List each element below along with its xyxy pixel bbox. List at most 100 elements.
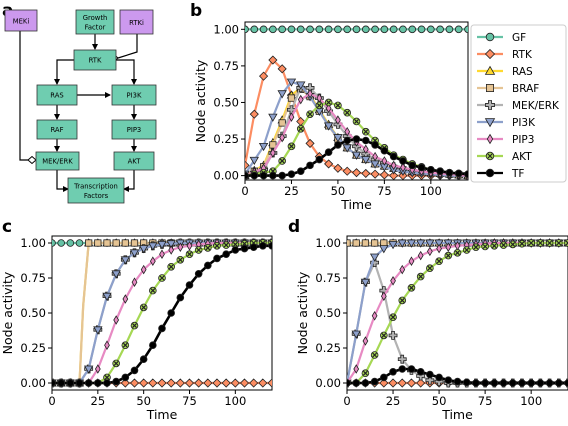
data-point-tf-c	[185, 281, 194, 289]
data-point-akt-d	[481, 242, 489, 251]
node-tf-label-2: Factors	[84, 192, 109, 200]
legend-label-pi3k: PI3K	[512, 117, 536, 129]
data-point-braf-d	[371, 239, 379, 247]
data-point-tf-c	[94, 379, 102, 387]
y-tick-label-b: 0.25	[213, 132, 239, 146]
data-point-tf-b	[324, 148, 333, 157]
legend-label-ras: RAS	[512, 66, 533, 78]
data-point-gf-b	[389, 25, 398, 34]
data-point-tf-c	[194, 269, 203, 278]
data-point-tf-d	[554, 379, 563, 387]
data-point-akt-b	[287, 142, 296, 151]
data-point-pi3k-d	[388, 240, 398, 250]
data-point-tf-b	[399, 157, 407, 165]
data-point-rtk-c	[166, 378, 176, 388]
data-point-rtk-b	[268, 55, 278, 65]
data-point-akt-d	[389, 313, 397, 322]
edge-rtk-pi3k	[116, 59, 137, 85]
data-point-rtk-c	[212, 378, 222, 388]
y-tick-label-b: 0.00	[213, 169, 239, 183]
data-point-tf-d	[361, 379, 370, 387]
data-point-tf-c	[149, 341, 157, 350]
data-point-braf-d	[347, 239, 351, 247]
data-point-pip3-b	[335, 115, 341, 125]
legend-frame	[470, 24, 567, 183]
data-point-rtk-d	[397, 378, 407, 388]
data-point-rtk-c	[203, 378, 213, 388]
legend-marker-akt	[485, 151, 495, 161]
data-point-pip3-b	[381, 156, 388, 166]
x-tick-label-d: 25	[386, 394, 401, 408]
data-point-gf-b	[445, 25, 454, 34]
data-point-pip3-d	[427, 246, 433, 257]
x-tick-label-b: 0	[241, 184, 248, 198]
data-point-pi3k-c	[93, 326, 103, 335]
legend-marker-rtk	[484, 48, 496, 60]
node-pi3k-label: PI3K	[127, 92, 142, 100]
data-point-akt-c	[149, 286, 157, 295]
series-group-d	[347, 238, 568, 388]
data-point-tf-d	[444, 376, 453, 385]
y-axis-label-c: Node activity	[0, 271, 15, 354]
data-point-akt-c	[158, 274, 166, 282]
data-point-gf-c	[66, 239, 75, 247]
y-tick-label-c: 0.25	[20, 341, 46, 355]
x-axis-label-b: Time	[340, 197, 372, 212]
data-point-gf-b	[259, 25, 268, 34]
data-point-akt-d	[527, 239, 535, 247]
data-point-akt-d	[536, 239, 545, 247]
data-point-pi3k-c	[157, 240, 167, 250]
data-point-akt-b	[352, 117, 361, 126]
data-point-tf-c	[112, 377, 120, 386]
legend-item-braf: BRAF	[477, 83, 539, 95]
data-point-tf-b	[269, 171, 277, 180]
data-point-tf-d	[462, 378, 471, 387]
data-point-pip3-b	[400, 162, 406, 173]
data-point-tf-d	[527, 379, 535, 387]
data-point-tf-d	[389, 367, 397, 376]
data-point-pip3-c	[140, 264, 147, 275]
data-point-akt-b	[278, 157, 286, 165]
data-point-pi3k-d	[360, 278, 371, 288]
data-point-gf-b	[454, 25, 463, 34]
data-point-akt-d	[508, 240, 517, 249]
data-point-braf-d	[361, 239, 370, 247]
data-point-tf-b	[389, 152, 398, 161]
data-point-pi3k-d	[369, 253, 380, 262]
x-axis-label-d: Time	[441, 407, 473, 422]
data-point-pip3-b	[390, 160, 397, 171]
data-point-rtk-d	[388, 378, 398, 388]
data-point-akt-c	[176, 255, 185, 264]
panel-letter-b: b	[190, 1, 202, 21]
data-point-rtk-b	[259, 71, 269, 81]
data-point-pi3k-c	[83, 365, 94, 374]
data-point-pip3-d	[445, 242, 452, 252]
data-point-tf-d	[499, 379, 508, 387]
data-point-akt-b	[334, 101, 342, 110]
series-group-b	[245, 25, 468, 181]
data-point-pip3-c	[131, 277, 138, 287]
data-point-pip3-d	[408, 256, 415, 266]
x-tick-label-c: 25	[91, 394, 106, 408]
data-point-tf-b	[408, 161, 417, 170]
data-point-tf-d	[518, 379, 526, 387]
data-point-pip3-d	[390, 276, 396, 286]
legend-label-gf: GF	[512, 32, 526, 44]
data-point-pi3k-c	[111, 270, 121, 279]
data-point-rtk-d	[406, 378, 417, 388]
data-point-akt-d	[361, 369, 370, 378]
data-point-braf-c	[112, 239, 120, 247]
panel-letter-d: d	[288, 217, 300, 237]
y-tick-label-c: 0.00	[20, 376, 46, 390]
data-point-pip3-b	[344, 126, 351, 137]
data-point-gf-b	[343, 25, 352, 34]
data-point-mek-erk-d	[388, 330, 398, 340]
data-point-gf-b	[352, 25, 361, 34]
data-point-gf-b	[380, 25, 389, 34]
data-point-tf-c	[240, 244, 249, 253]
data-point-rtk-b	[245, 160, 250, 170]
data-point-gf-b	[399, 25, 407, 34]
data-point-akt-d	[435, 257, 443, 266]
data-point-tf-b	[334, 141, 342, 149]
data-point-rtk-d	[416, 378, 426, 388]
